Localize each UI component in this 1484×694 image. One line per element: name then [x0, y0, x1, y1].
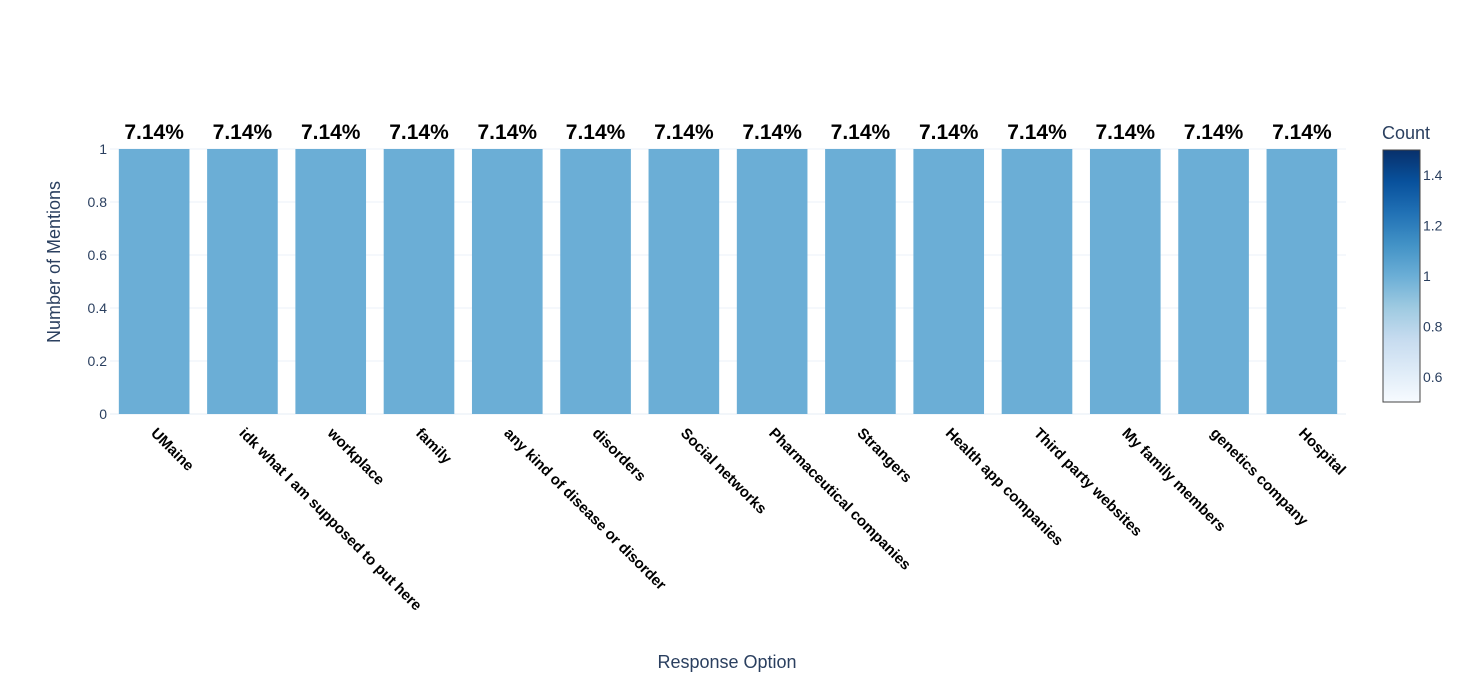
x-tick-label: workplace: [323, 424, 388, 489]
colorbar-title: Count: [1382, 123, 1430, 143]
bar-value-label: 7.14%: [742, 121, 802, 144]
bar-value-label: 7.14%: [1096, 121, 1156, 144]
bar[interactable]: [118, 149, 190, 414]
y-tick-label: 0.2: [88, 353, 108, 369]
bar-value-label: 7.14%: [831, 121, 891, 144]
bar-value-label: 7.14%: [301, 121, 361, 144]
colorbar: Count 0.6 0.8 1 1.2 1.4: [1382, 123, 1443, 403]
x-axis-ticks: UMaine idk what I am supposed to put here…: [147, 424, 1349, 614]
bar[interactable]: [825, 149, 896, 414]
x-tick-label: Hospital: [1295, 425, 1349, 479]
bar-value-label: 7.14%: [566, 121, 626, 144]
bar-value-label: 7.14%: [1272, 121, 1332, 144]
bar[interactable]: [648, 149, 720, 414]
y-tick-label: 0: [99, 406, 107, 422]
bar[interactable]: [295, 149, 367, 414]
colorbar-tick-label: 1: [1423, 268, 1431, 284]
bar[interactable]: [207, 149, 278, 414]
bars: [118, 149, 1338, 414]
bar-value-label: 7.14%: [919, 121, 979, 144]
bar-value-label: 7.14%: [1184, 121, 1244, 144]
bar-value-label: 7.14%: [654, 121, 714, 144]
x-axis-title: Response Option: [657, 652, 796, 672]
x-tick-label: Social networks: [677, 425, 770, 518]
y-axis-ticks: 0 0.2 0.4 0.6 0.8 1: [88, 141, 108, 422]
bar-value-label: 7.14%: [213, 121, 273, 144]
bar[interactable]: [1001, 149, 1073, 414]
x-tick-label: family: [412, 425, 455, 468]
data-labels: 7.14% 7.14% 7.14% 7.14% 7.14% 7.14% 7.14% 7.14%…: [124, 121, 1332, 144]
bar[interactable]: [383, 149, 455, 414]
bar[interactable]: [913, 149, 985, 414]
x-tick-label: Pharmaceutical companies: [765, 425, 914, 574]
x-tick-label: Strangers: [854, 425, 916, 487]
x-tick-label: disorders: [589, 425, 649, 485]
y-tick-label: 1: [99, 141, 107, 157]
colorbar-ticks: 0.6 0.8 1 1.2 1.4: [1423, 167, 1443, 385]
colorbar-tick-label: 1.2: [1423, 218, 1443, 234]
y-axis-title: Number of Mentions: [44, 181, 64, 343]
bar-value-label: 7.14%: [1007, 121, 1067, 144]
bar[interactable]: [560, 149, 631, 414]
x-tick-label: UMaine: [147, 425, 197, 475]
bar[interactable]: [471, 149, 543, 414]
bar-value-label: 7.14%: [389, 121, 449, 144]
bar[interactable]: [1266, 149, 1338, 414]
y-tick-label: 0.6: [88, 247, 108, 263]
bar[interactable]: [1178, 149, 1249, 414]
colorbar-tick-label: 0.6: [1423, 369, 1443, 385]
x-tick-label: any kind of disease or disorder: [500, 425, 669, 594]
bar[interactable]: [1089, 149, 1161, 414]
colorbar-gradient: [1382, 149, 1421, 403]
x-tick-label: genetics company: [1207, 425, 1312, 530]
bar-value-label: 7.14%: [124, 121, 184, 144]
colorbar-tick-label: 0.8: [1423, 318, 1443, 334]
x-tick-label: idk what I am supposed to put here: [236, 425, 425, 614]
bar[interactable]: [736, 149, 808, 414]
bar-value-label: 7.14%: [478, 121, 538, 144]
y-tick-label: 0.8: [88, 194, 108, 210]
colorbar-tick-label: 1.4: [1423, 167, 1443, 183]
y-tick-label: 0.4: [88, 300, 108, 316]
